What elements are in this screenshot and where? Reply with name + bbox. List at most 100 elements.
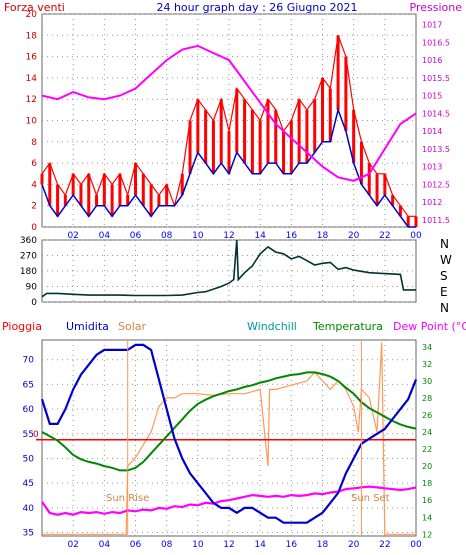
humidity-ytick-70: 70	[23, 356, 35, 366]
temperature-ytick-34: 34	[422, 343, 432, 352]
legend-solar: Solar	[118, 320, 147, 333]
weather-xtick-16: 16	[286, 540, 298, 550]
weather-xtick-06: 06	[130, 540, 142, 550]
pressure-ytick-1014.5: 1014.5	[422, 109, 450, 118]
wind-xtick-08: 08	[161, 231, 173, 241]
weather-xtick-22: 22	[379, 540, 390, 550]
wind-xtick-16: 16	[286, 231, 298, 241]
temperature-ytick-26: 26	[422, 411, 432, 420]
direction-ytick-270: 270	[20, 252, 37, 262]
weather-xtick-20: 20	[348, 540, 360, 550]
pressure-ytick-1016: 1016	[422, 56, 442, 65]
legend-umidita: Umidita	[66, 320, 109, 333]
temperature-ytick-30: 30	[422, 377, 432, 386]
pressure-ytick-1013.5: 1013.5	[422, 145, 450, 154]
wind-xtick-18: 18	[317, 231, 329, 241]
direction-ytick-0: 0	[31, 298, 37, 308]
weather-xtick-18: 18	[317, 540, 329, 550]
grid-layer	[42, 13, 416, 536]
rain-zero-label: 0	[33, 430, 39, 440]
temperature-ytick-20: 20	[422, 462, 432, 471]
legend-windchill: Windchill	[247, 320, 297, 333]
legend-temperatura: Temperatura	[312, 320, 383, 333]
weather-xtick-08: 08	[161, 540, 173, 550]
wind-xtick-06: 06	[130, 231, 142, 241]
wind-ytick-16: 16	[26, 53, 38, 63]
compass-north-top: N	[440, 237, 449, 251]
temperature-ytick-14: 14	[422, 513, 432, 522]
legend-pioggia: Pioggia	[2, 320, 42, 333]
wind-ytick-20: 20	[26, 10, 38, 20]
weather-xtick-02: 02	[67, 540, 78, 550]
weather-xtick-12: 12	[223, 540, 234, 550]
pressure-axis-title: Pressione	[410, 1, 463, 14]
temperature-ytick-16: 16	[422, 496, 432, 505]
humidity-ytick-45: 45	[23, 479, 34, 489]
humidity-ytick-65: 65	[23, 380, 34, 390]
wind-xtick-04: 04	[99, 231, 111, 241]
sunrise-label: Sun Rise	[106, 493, 149, 504]
wind-ytick-0: 0	[31, 223, 37, 233]
pressure-ytick-1012.5: 1012.5	[422, 180, 450, 189]
sunset-label: Sun Set	[351, 493, 390, 504]
compass-east: E	[440, 285, 448, 299]
wind-ytick-6: 6	[31, 159, 37, 169]
series-temperatura	[41, 371, 417, 472]
compass-west: W	[440, 253, 452, 267]
series-dew-point	[41, 485, 417, 516]
pressure-ytick-1017: 1017	[422, 21, 442, 30]
series-pressure	[41, 44, 417, 182]
pressure-ytick-1013: 1013	[422, 163, 442, 172]
wind-ytick-10: 10	[26, 117, 38, 127]
temperature-ytick-28: 28	[422, 394, 432, 403]
pressure-ytick-1012: 1012	[422, 198, 442, 207]
wind-ytick-12: 12	[26, 95, 37, 105]
wind-ytick-4: 4	[31, 180, 37, 190]
pressure-ytick-1015.5: 1015.5	[422, 74, 450, 83]
temperature-ytick-12: 12	[422, 530, 432, 539]
tick-labels: 024681012141618201011.510121012.51013101…	[20, 10, 450, 550]
temperature-ytick-24: 24	[422, 428, 432, 437]
pressure-ytick-1011.5: 1011.5	[422, 216, 450, 225]
series-umidita	[40, 343, 418, 524]
temperature-ytick-18: 18	[422, 479, 432, 488]
wind-xtick-10: 10	[192, 231, 204, 241]
legend-dewpoint: Dew Point (°C)	[393, 320, 466, 333]
pressure-ytick-1015: 1015	[422, 92, 442, 101]
humidity-ytick-60: 60	[23, 405, 35, 415]
pressure-ytick-1016.5: 1016.5	[422, 38, 450, 47]
temperature-ytick-22: 22	[422, 445, 432, 454]
series-layer	[36, 35, 418, 536]
direction-ytick-180: 180	[20, 267, 37, 277]
compass-south: S	[440, 269, 448, 283]
wind-xtick-14: 14	[254, 231, 266, 241]
humidity-ytick-35: 35	[23, 529, 34, 539]
series-solar	[42, 342, 416, 535]
wind-axis-title: Forza venti	[4, 1, 65, 14]
wind-xtick-02: 02	[67, 231, 78, 241]
wind-ytick-18: 18	[26, 31, 38, 41]
chart-title: 24 hour graph day : 26 Giugno 2021	[156, 1, 357, 14]
temperature-ytick-32: 32	[422, 360, 432, 369]
wind-ytick-14: 14	[26, 74, 38, 84]
pressure-ytick-1014: 1014	[422, 127, 442, 136]
series-wind_avg	[41, 107, 416, 228]
compass-north-bottom: N	[440, 301, 449, 315]
wind-xtick-22: 22	[379, 231, 390, 241]
wind-ytick-2: 2	[31, 202, 37, 212]
series-wind-direction	[41, 239, 416, 298]
weather-xtick-04: 04	[99, 540, 111, 550]
weather-xtick-10: 10	[192, 540, 204, 550]
wind-xtick-00: 00	[410, 231, 422, 241]
humidity-ytick-50: 50	[23, 454, 35, 464]
series-wind_gust	[41, 35, 416, 217]
direction-ytick-90: 90	[26, 283, 38, 293]
wind-xtick-12: 12	[223, 231, 234, 241]
weather-xtick-14: 14	[254, 540, 266, 550]
direction-ytick-360: 360	[20, 236, 37, 246]
wind-xtick-20: 20	[348, 231, 360, 241]
weather-xtick-00: 00	[410, 540, 422, 550]
humidity-ytick-40: 40	[23, 504, 35, 514]
